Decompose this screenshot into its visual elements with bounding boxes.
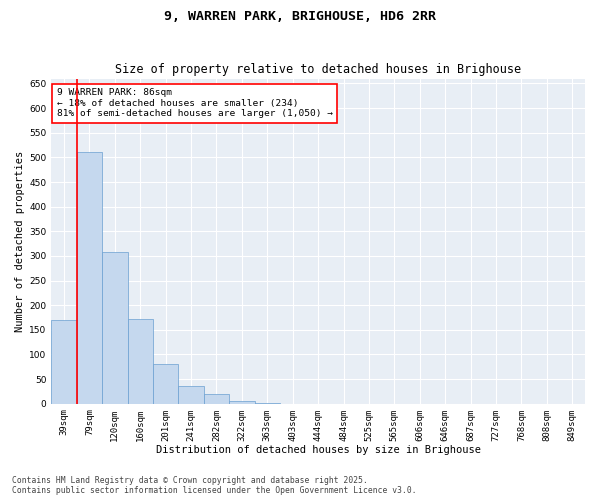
Bar bbox=[102, 252, 128, 404]
Bar bbox=[128, 319, 153, 404]
Text: 9, WARREN PARK, BRIGHOUSE, HD6 2RR: 9, WARREN PARK, BRIGHOUSE, HD6 2RR bbox=[164, 10, 436, 23]
Bar bbox=[51, 320, 77, 404]
Y-axis label: Number of detached properties: Number of detached properties bbox=[15, 150, 25, 332]
Bar bbox=[204, 394, 229, 404]
Title: Size of property relative to detached houses in Brighouse: Size of property relative to detached ho… bbox=[115, 63, 521, 76]
Bar bbox=[153, 364, 178, 404]
Text: 9 WARREN PARK: 86sqm
← 18% of detached houses are smaller (234)
81% of semi-deta: 9 WARREN PARK: 86sqm ← 18% of detached h… bbox=[56, 88, 332, 118]
Text: Contains HM Land Registry data © Crown copyright and database right 2025.
Contai: Contains HM Land Registry data © Crown c… bbox=[12, 476, 416, 495]
X-axis label: Distribution of detached houses by size in Brighouse: Distribution of detached houses by size … bbox=[155, 445, 481, 455]
Bar bbox=[178, 386, 204, 404]
Bar bbox=[254, 402, 280, 404]
Bar bbox=[77, 152, 102, 404]
Bar bbox=[229, 401, 254, 404]
